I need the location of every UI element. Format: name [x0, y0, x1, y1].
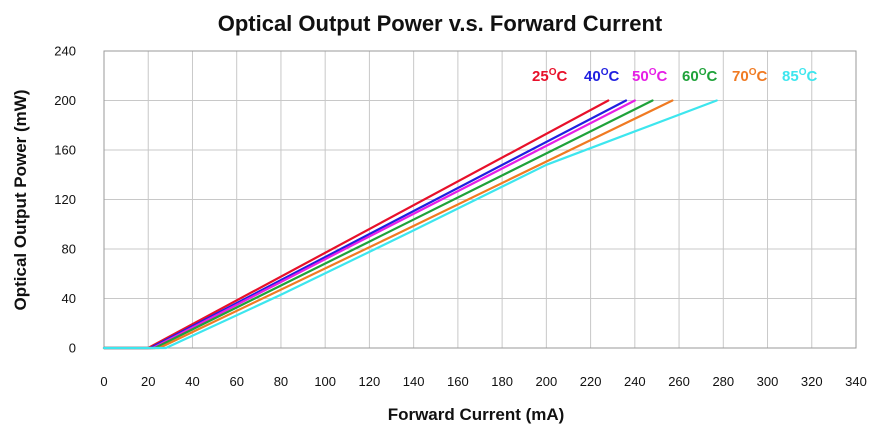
x-tick-label: 200: [536, 374, 558, 389]
x-tick-label: 340: [845, 374, 867, 389]
x-tick-label: 260: [668, 374, 690, 389]
y-axis-ticks: 0 40 80 120 160 200 240: [54, 44, 76, 356]
x-tick-label: 240: [624, 374, 646, 389]
y-tick-label: 160: [54, 143, 76, 158]
legend-entry-25c: 25OC: [532, 67, 567, 85]
x-tick-label: 120: [359, 374, 381, 389]
x-axis-label: Forward Current (mA): [388, 405, 565, 424]
series-lines: [102, 99, 718, 350]
y-tick-label: 80: [62, 242, 76, 257]
x-tick-label: 280: [712, 374, 734, 389]
x-tick-label: 40: [185, 374, 199, 389]
y-axis-label: Optical Output Power (mW): [11, 90, 30, 311]
y-tick-label: 240: [54, 44, 76, 59]
series-line-40c: [102, 99, 628, 350]
x-tick-label: 220: [580, 374, 602, 389]
legend-entry-85c: 85OC: [782, 67, 817, 85]
x-tick-label: 320: [801, 374, 823, 389]
y-tick-label: 40: [62, 291, 76, 306]
x-tick-label: 180: [491, 374, 513, 389]
y-tick-label: 0: [69, 341, 76, 356]
x-tick-label: 100: [314, 374, 336, 389]
x-tick-label: 300: [757, 374, 779, 389]
gridlines: [103, 50, 857, 349]
x-tick-label: 20: [141, 374, 155, 389]
y-tick-label: 200: [54, 93, 76, 108]
series-line-85c: [102, 99, 718, 350]
y-tick-label: 120: [54, 192, 76, 207]
legend-entry-50c: 50OC: [632, 67, 667, 85]
plot-area: [103, 50, 857, 349]
legend-entry-70c: 70OC: [732, 67, 767, 85]
legend-entry-60c: 60OC: [682, 67, 717, 85]
x-tick-label: 160: [447, 374, 469, 389]
x-tick-label: 60: [229, 374, 243, 389]
x-tick-label: 0: [100, 374, 107, 389]
x-tick-label: 80: [274, 374, 288, 389]
series-line-25c: [102, 99, 610, 350]
legend: 25OC 40OC 50OC 60OC 70OC 85OC: [532, 67, 817, 85]
x-axis-ticks: 0 20 40 60 80 100 120 140 160 180 200 220 240 260 280 3…: [100, 374, 866, 389]
chart-title: Optical Output Power v.s. Forward Curren…: [218, 11, 663, 36]
legend-entry-40c: 40OC: [584, 67, 619, 85]
x-tick-label: 140: [403, 374, 425, 389]
